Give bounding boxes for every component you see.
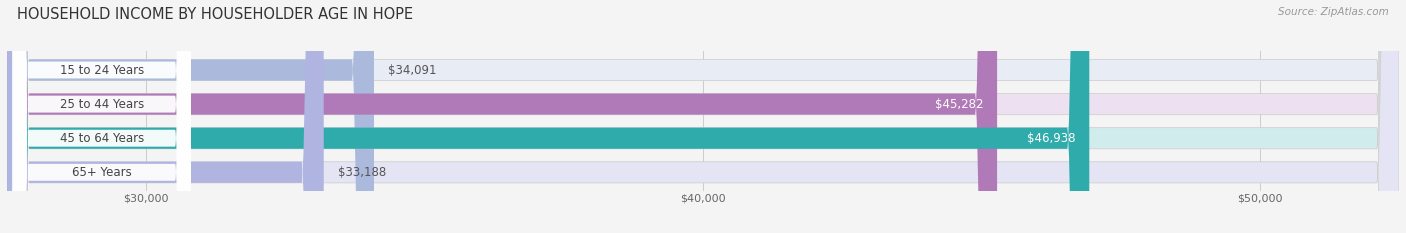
Text: 15 to 24 Years: 15 to 24 Years: [59, 64, 143, 76]
FancyBboxPatch shape: [7, 0, 1090, 233]
FancyBboxPatch shape: [7, 0, 1399, 233]
FancyBboxPatch shape: [13, 0, 191, 233]
Text: 45 to 64 Years: 45 to 64 Years: [59, 132, 143, 145]
Text: $33,188: $33,188: [337, 166, 385, 179]
FancyBboxPatch shape: [13, 0, 191, 233]
Text: $46,938: $46,938: [1026, 132, 1076, 145]
FancyBboxPatch shape: [13, 0, 191, 233]
FancyBboxPatch shape: [7, 0, 997, 233]
FancyBboxPatch shape: [13, 0, 191, 233]
Text: Source: ZipAtlas.com: Source: ZipAtlas.com: [1278, 7, 1389, 17]
FancyBboxPatch shape: [7, 0, 1399, 233]
Text: 25 to 44 Years: 25 to 44 Years: [59, 98, 143, 111]
FancyBboxPatch shape: [7, 0, 323, 233]
Text: $45,282: $45,282: [935, 98, 983, 111]
Text: $34,091: $34,091: [388, 64, 436, 76]
Text: 65+ Years: 65+ Years: [72, 166, 132, 179]
FancyBboxPatch shape: [7, 0, 1399, 233]
FancyBboxPatch shape: [7, 0, 1399, 233]
Text: HOUSEHOLD INCOME BY HOUSEHOLDER AGE IN HOPE: HOUSEHOLD INCOME BY HOUSEHOLDER AGE IN H…: [17, 7, 413, 22]
FancyBboxPatch shape: [7, 0, 374, 233]
